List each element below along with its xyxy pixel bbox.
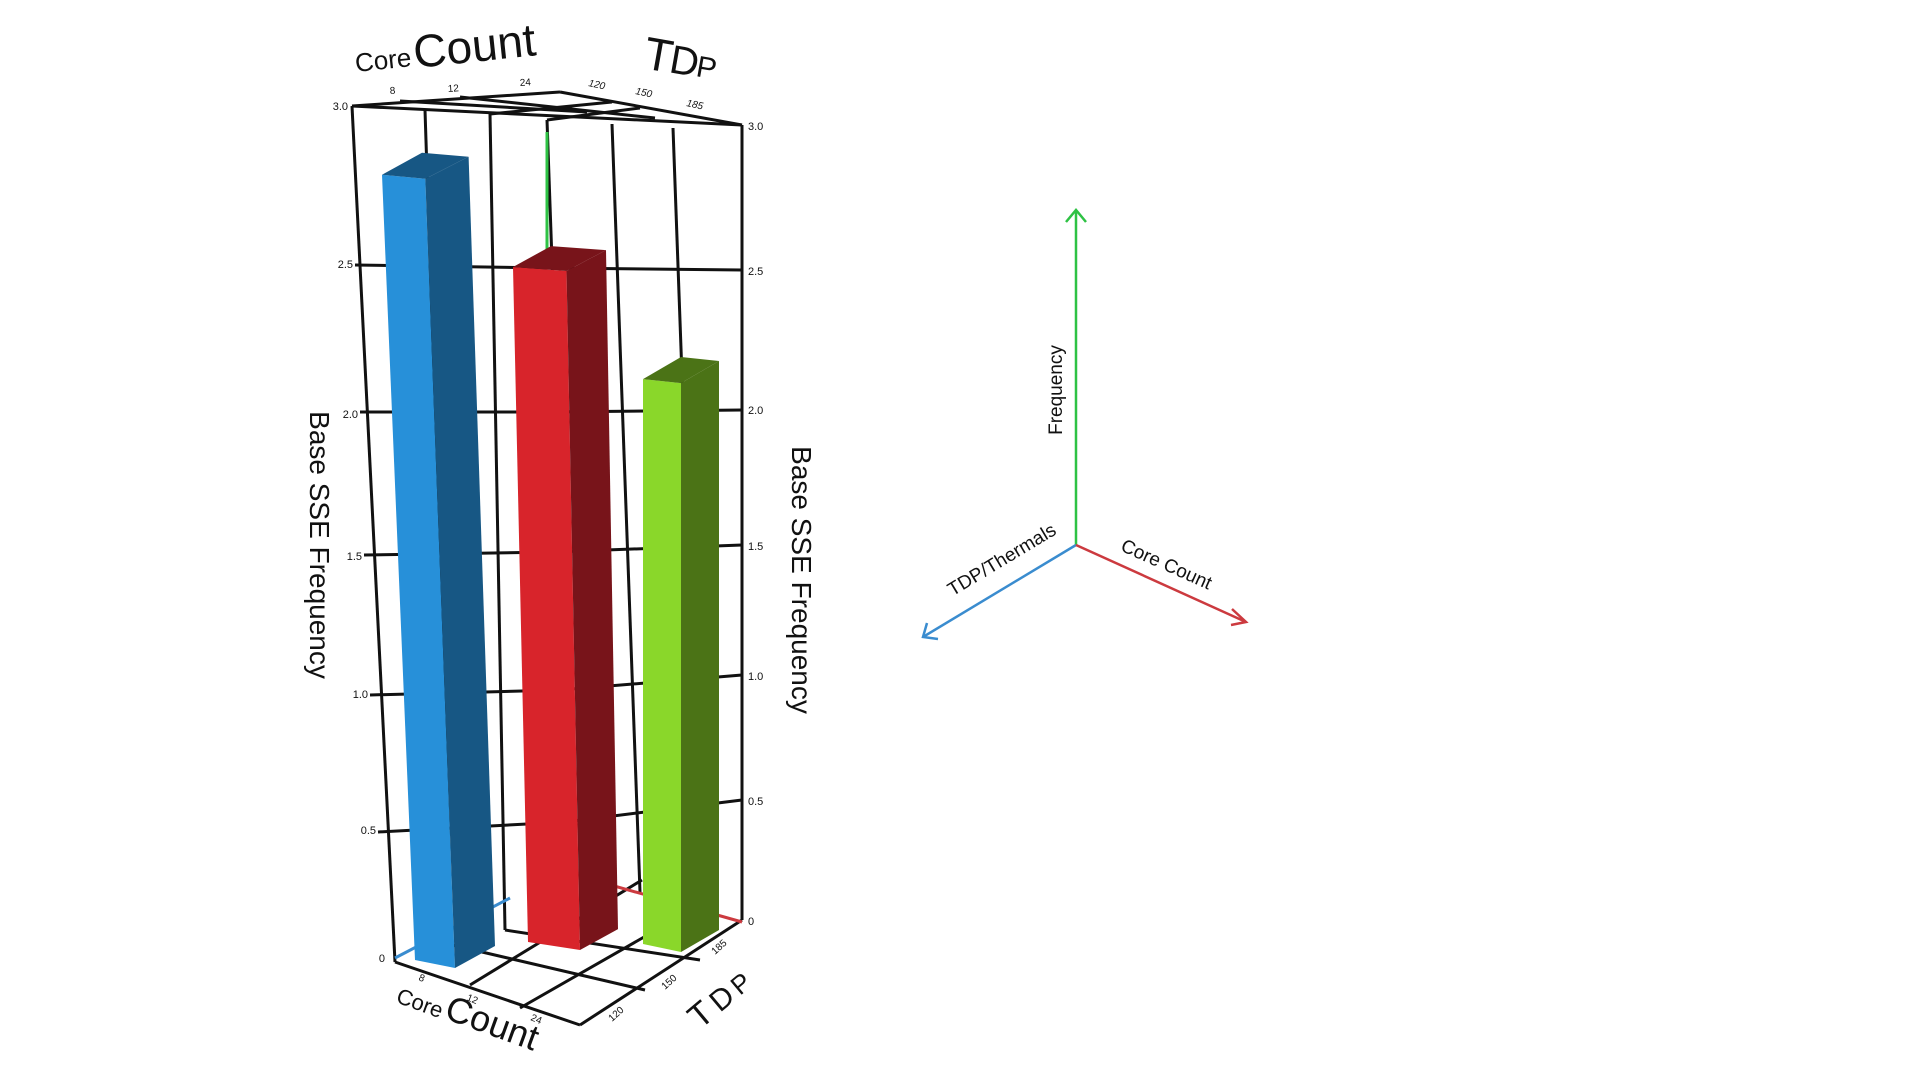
core-count-title-top-count: Count [411,13,539,78]
y-tick-left: 2.5 [338,259,353,271]
y-tick-right: 2.0 [748,405,763,417]
y-tick-right: 3.0 [748,121,763,133]
tdp-axis-arrow [922,543,1077,639]
bar-side-face [566,250,618,951]
bar-top-face [643,357,719,384]
y-tick-left: 1.0 [353,689,368,701]
y-tick-left: 0.5 [361,825,376,837]
core-tick-bottom: 24 [529,1013,544,1028]
y-tick-right: 0.5 [748,796,763,808]
core-count-title-top-core: Core [353,42,412,78]
bar-top-face [382,152,469,179]
tdp-arrowhead-icon [921,622,939,641]
y-tick-right: 2.5 [748,266,763,278]
axes-orientation-legend [921,208,1249,641]
y-axis-title-left: Base SSE Frequency [304,411,335,679]
y-ticks-right: 3.0 2.5 2.0 1.5 1.0 0.5 0 [748,121,763,928]
y-axis-title-right: Base SSE Frequency [786,446,817,714]
bar-front-face [382,174,455,969]
tdp-tick-top: 185 [685,98,704,112]
bar-front-face [643,379,681,953]
tdp-tick-top: 150 [634,86,653,100]
bars-layer [382,152,719,969]
bar-side-face [681,361,719,952]
frequency-arrowhead-icon [1065,208,1087,223]
y-tick-left: 2.0 [343,409,358,421]
core-count-title-bottom-core: Core [393,983,446,1023]
bar-side-face [425,156,495,969]
y-tick-left: 0 [379,953,385,965]
core-count-title-bottom-count: Count [440,987,544,1058]
core-arrowhead-icon [1230,608,1249,627]
y-ticks-left: 3.0 2.5 2.0 1.5 1.0 0.5 0 [333,101,385,965]
core-tick-top: 24 [519,77,531,89]
y-tick-right: 0 [748,916,754,928]
tdp-title-top-p: P [694,50,719,86]
core-tick-bottom: 8 [417,973,427,985]
core-tick-top: 12 [447,83,459,95]
core-axis-arrow [1075,543,1247,624]
y-tick-left: 3.0 [333,101,348,113]
tdp-tick-top: 120 [587,78,606,92]
core-tick-bottom: 12 [465,993,480,1008]
frequency-axis-label: Frequency [1046,345,1067,435]
bar-front-face [513,267,580,950]
y-tick-right: 1.5 [748,541,763,553]
y-tick-right: 1.0 [748,671,763,683]
y-tick-left: 1.5 [347,551,362,563]
tdp-tick-bottom: 150 [660,973,680,993]
core-tick-top: 8 [389,86,396,97]
bar-top-face [513,246,606,271]
